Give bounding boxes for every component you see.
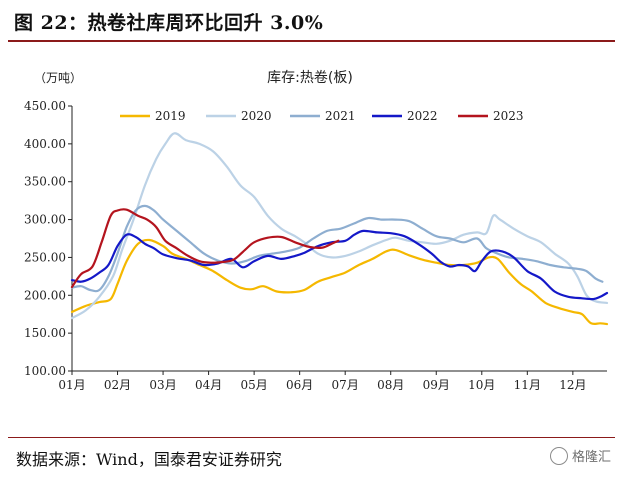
x-tick-label: 05月 [240, 378, 267, 392]
series-line-2021 [70, 204, 604, 293]
watermark: 格隆汇 [549, 446, 611, 465]
legend-label-2019: 2019 [155, 109, 186, 123]
x-tick-label: 12月 [559, 378, 586, 392]
legend-label-2022: 2022 [407, 109, 438, 123]
y-tick-label: 150.00 [24, 326, 66, 340]
legend-label-2020: 2020 [241, 109, 272, 123]
title-divider [8, 40, 615, 42]
y-tick-label: 300.00 [24, 213, 66, 227]
series-line-2022 [70, 229, 609, 301]
x-tick-label: 02月 [104, 378, 131, 392]
x-axis-ticks: 01月 02月 03月 04月 05月 06月 07月 08月 09月 10月 11月 12月 [58, 371, 586, 392]
series-lines [70, 132, 609, 326]
x-tick-label: 08月 [377, 378, 404, 392]
source-note: 数据来源：Wind，国泰君安证券研究 [16, 450, 282, 469]
x-tick-label: 03月 [149, 378, 176, 392]
x-tick-label: 04月 [195, 378, 222, 392]
chart-title: 库存:热卷(板) [267, 70, 353, 86]
y-axis-ticks: 100.00 150.00 200.00 250.00 300.00 350.00 400.… [24, 99, 72, 378]
axes [71, 106, 607, 372]
y-tick-label: 250.00 [24, 250, 66, 264]
legend: 2019 2020 2021 2022 2023 [120, 109, 524, 123]
x-tick-label: 10月 [468, 378, 495, 392]
source-divider [8, 437, 615, 438]
y-tick-label: 400.00 [24, 137, 66, 151]
x-tick-label: 01月 [58, 378, 85, 392]
x-tick-label: 11月 [514, 378, 541, 392]
y-tick-label: 100.00 [24, 364, 66, 378]
x-tick-label: 09月 [423, 378, 450, 392]
legend-label-2023: 2023 [493, 109, 524, 123]
legend-label-2021: 2021 [325, 109, 356, 123]
y-tick-label: 200.00 [24, 288, 66, 302]
y-tick-label: 450.00 [24, 99, 66, 113]
series-line-2023 [70, 208, 340, 289]
x-tick-label: 07月 [332, 378, 359, 392]
figure-title: 图 22：热卷社库周环比回升 3.0% [14, 12, 324, 34]
series-line-2020 [70, 132, 609, 320]
watermark-logo-icon [549, 446, 568, 465]
series-line-2019 [70, 238, 609, 326]
watermark-text: 格隆汇 [571, 450, 611, 465]
y-unit-label: （万吨） [34, 71, 82, 85]
x-tick-label: 06月 [286, 378, 313, 392]
y-tick-label: 350.00 [24, 175, 66, 189]
